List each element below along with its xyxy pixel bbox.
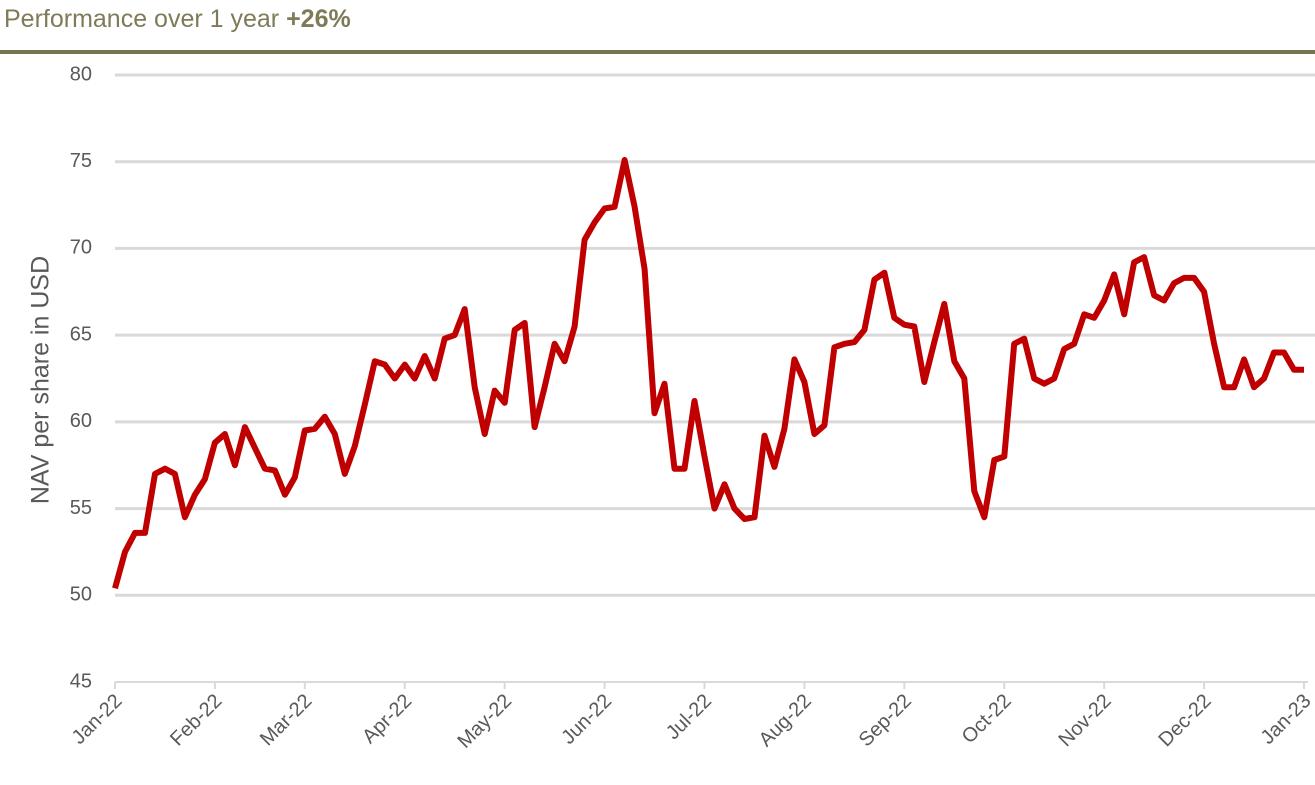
x-tick-label: Apr-22 xyxy=(358,690,416,748)
y-tick-label: 60 xyxy=(70,410,92,432)
x-tick-label: Mar-22 xyxy=(256,690,316,750)
header-rule xyxy=(0,50,1315,54)
y-tick-label: 75 xyxy=(70,150,92,172)
chart-title: Performance over 1 year +26% xyxy=(4,5,351,33)
title-highlight: +26% xyxy=(286,5,351,33)
data-line xyxy=(112,157,1304,590)
x-tick-label: Jun-22 xyxy=(557,690,616,749)
x-tick-label: Oct-22 xyxy=(958,690,1016,748)
x-tick-label: Feb-22 xyxy=(166,690,226,750)
y-tick-label: 55 xyxy=(70,497,92,519)
x-tick-label: May-22 xyxy=(453,690,516,753)
x-tick-label: Sep-22 xyxy=(855,690,916,751)
y-tick-label: 70 xyxy=(70,237,92,259)
y-tick-label: 65 xyxy=(70,323,92,345)
title-text: Performance over 1 year xyxy=(4,5,279,33)
x-tick-label: Jan-23 xyxy=(1257,690,1315,749)
y-tick-label: 45 xyxy=(70,670,92,692)
x-tick-label: Jan-22 xyxy=(68,690,127,749)
y-axis-label: NAV per share in USD xyxy=(27,256,55,504)
y-tick-label: 50 xyxy=(70,584,92,606)
x-tick-label: Jul-22 xyxy=(662,690,716,744)
x-tick-label: Aug-22 xyxy=(755,690,816,751)
x-tick-label: Dec-22 xyxy=(1154,690,1215,751)
y-tick-label: 80 xyxy=(70,63,92,85)
x-tick-label: Nov-22 xyxy=(1055,690,1116,751)
